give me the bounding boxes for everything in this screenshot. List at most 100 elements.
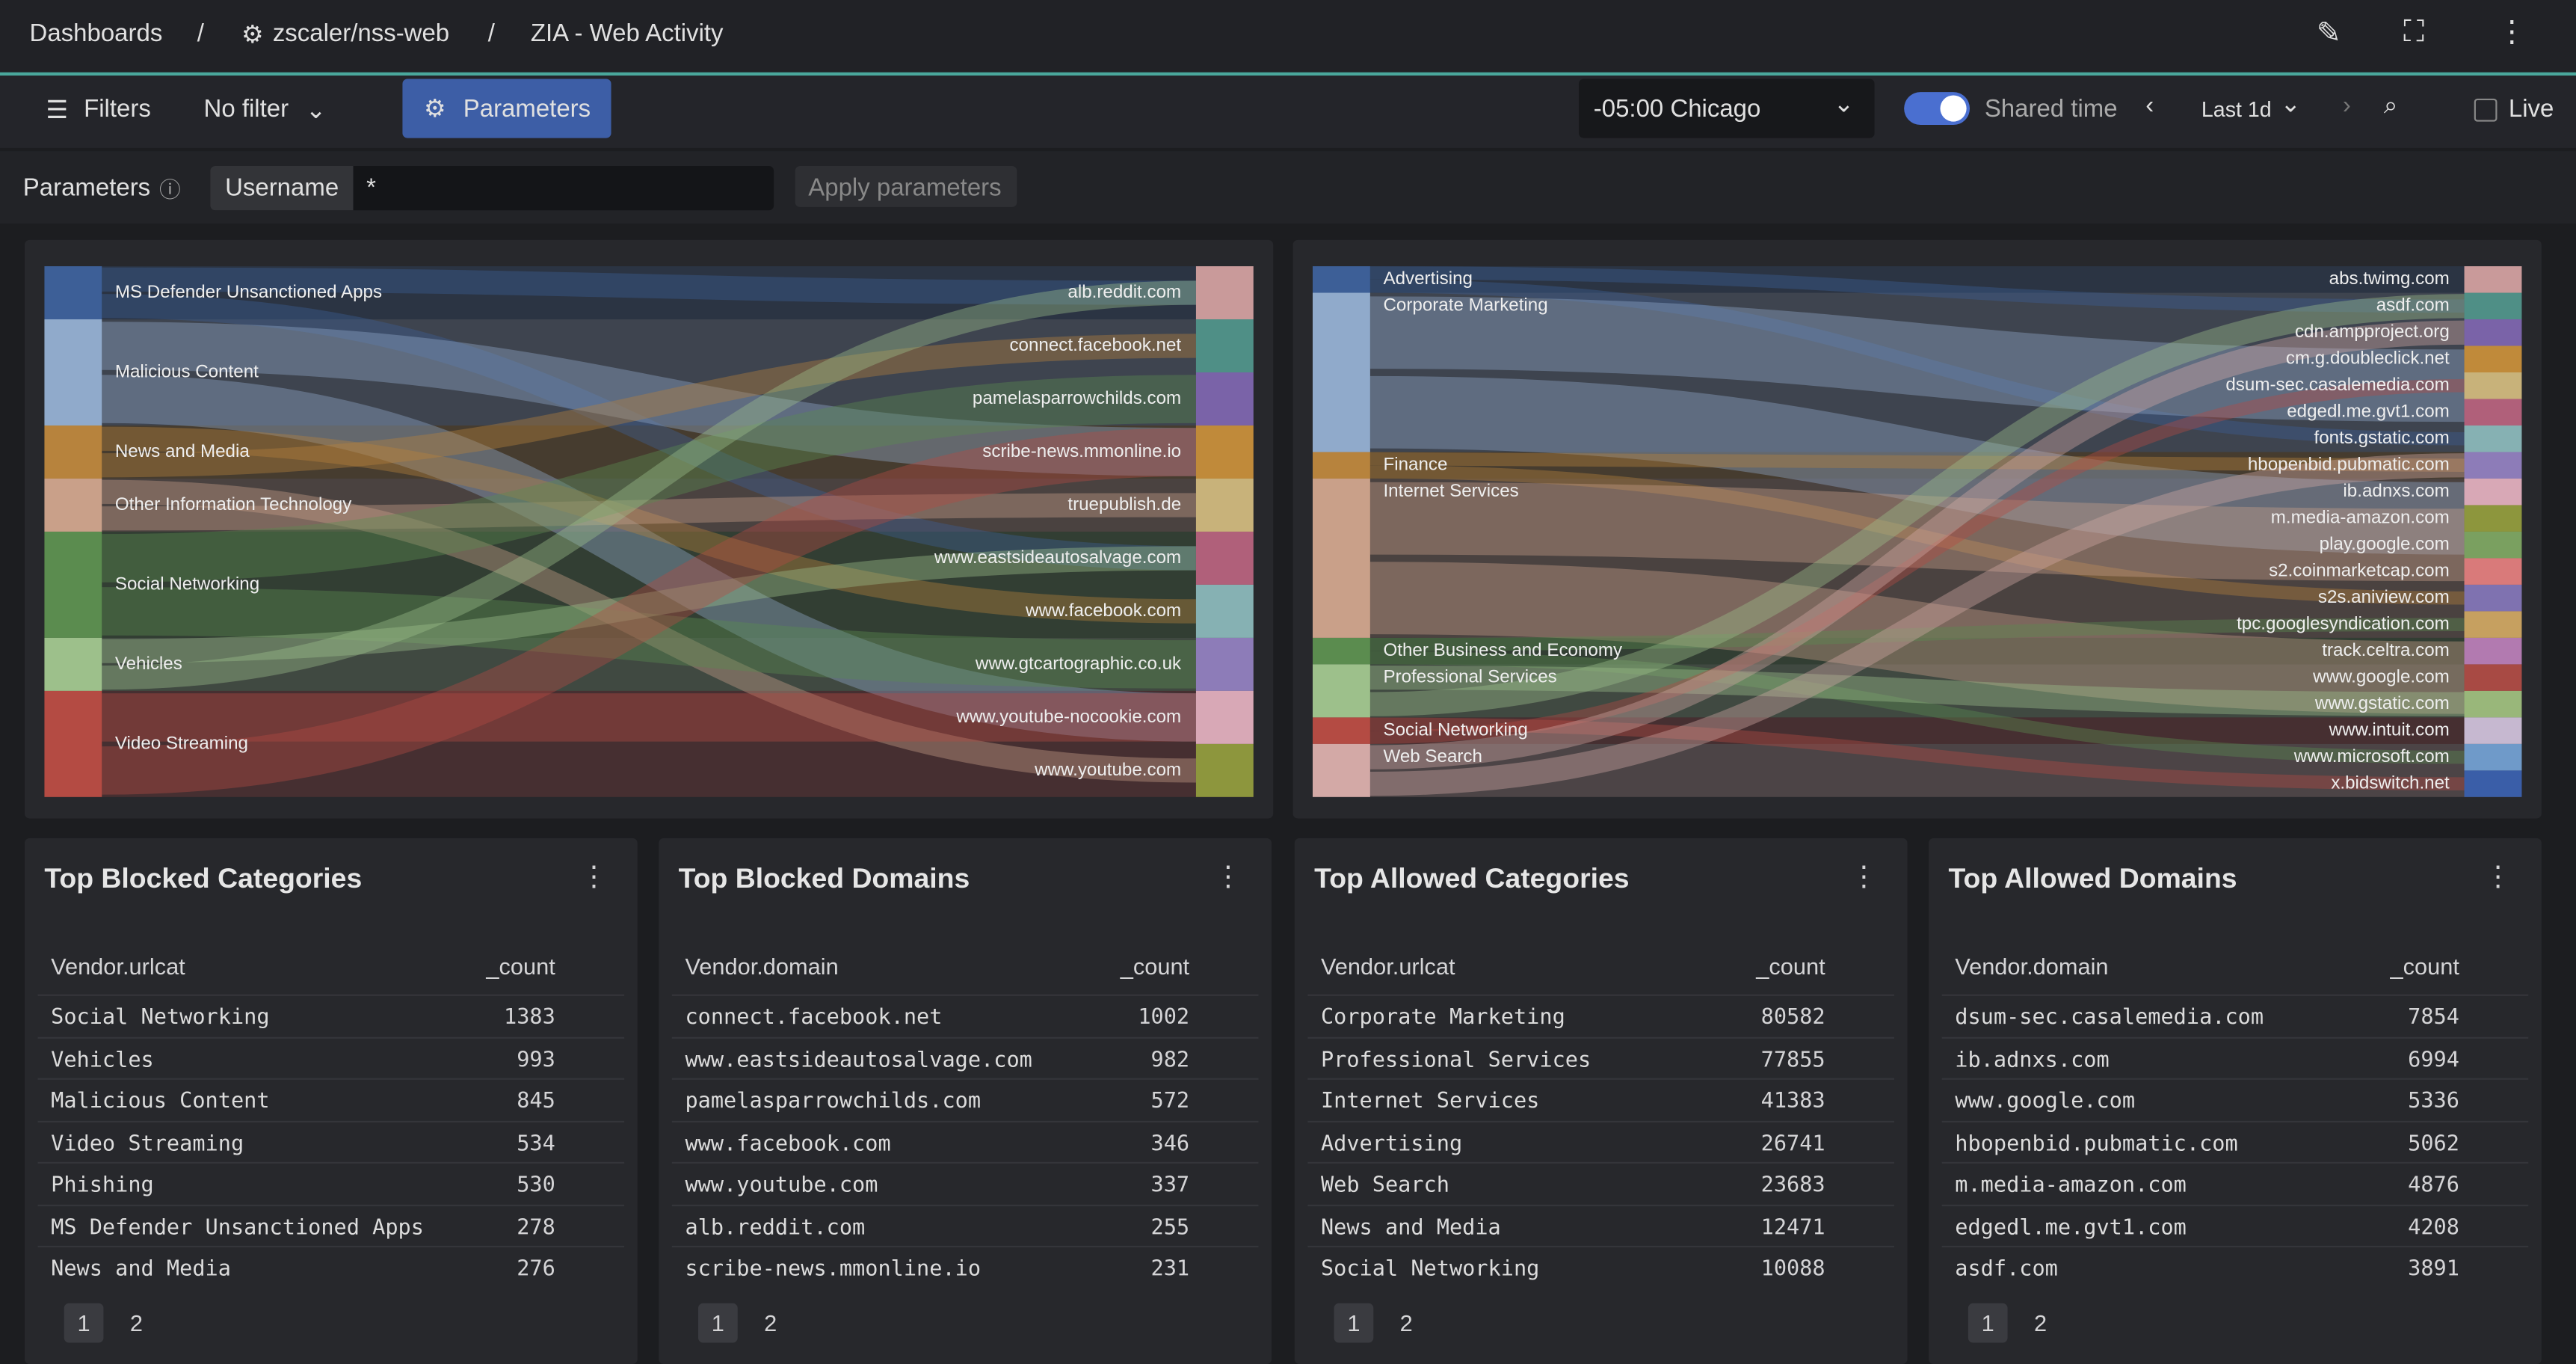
fullscreen-icon[interactable]: ⛶	[2403, 14, 2424, 48]
flow	[1369, 717, 2465, 790]
filters-button[interactable]: Filters	[84, 95, 151, 123]
target-label: pamelasparrowchilds.com	[973, 388, 1181, 408]
crumb[interactable]: zscaler/nss-web	[272, 19, 450, 48]
row-divider	[37, 994, 625, 996]
table-panel: Top Blocked Categories ⋮ Vendor.urlcat _cou…	[24, 838, 638, 1364]
page-button[interactable]: 2	[1399, 1309, 1413, 1336]
page-button[interactable]: 1	[698, 1303, 738, 1343]
target-label: www.gstatic.com	[2314, 693, 2450, 713]
filter-select[interactable]: No filter	[203, 95, 289, 123]
row-count: 572	[1150, 1090, 1190, 1115]
target-node	[1195, 372, 1254, 426]
page-button[interactable]: 2	[764, 1309, 777, 1336]
row-link[interactable]: Social Networking	[1320, 1257, 1540, 1282]
band	[1312, 478, 2522, 638]
username-input[interactable]: Username *	[210, 165, 774, 211]
page-button[interactable]: 2	[129, 1309, 143, 1336]
target-node	[2464, 770, 2522, 797]
crumb[interactable]: Dashboards	[29, 19, 163, 48]
row-link[interactable]: Web Search	[1320, 1173, 1449, 1199]
target-node	[2464, 425, 2522, 452]
row-link[interactable]: scribe-news.mmonline.io	[685, 1257, 982, 1282]
row-link[interactable]: edgedl.me.gvt1.com	[1955, 1215, 2187, 1241]
range-select[interactable]: Last 1d	[2201, 96, 2272, 122]
row-link[interactable]: Social Networking	[51, 1005, 270, 1030]
row-link[interactable]: asdf.com	[1955, 1257, 2058, 1282]
source-node	[44, 690, 102, 797]
source-label: News and Media	[115, 441, 250, 461]
source-label: Corporate Marketing	[1383, 295, 1547, 315]
flow	[1369, 452, 2465, 473]
page-button[interactable]: 2	[2033, 1309, 2047, 1336]
timezone-select[interactable]: -05:00 Chicago ⌄	[1578, 79, 1875, 138]
row-link[interactable]: hbopenbid.pubmatic.com	[1955, 1131, 2238, 1157]
target-node	[2464, 266, 2522, 293]
row-link[interactable]: alb.reddit.com	[685, 1215, 866, 1241]
row-count: 4876	[2408, 1173, 2459, 1199]
apply-button[interactable]: Apply parameters	[795, 165, 1017, 207]
row-link[interactable]: Malicious Content	[51, 1090, 270, 1115]
page-button[interactable]: 1	[1968, 1303, 2008, 1343]
target-label: cm.g.doubleclick.net	[2286, 348, 2450, 369]
next-button[interactable]: ›	[2342, 92, 2351, 120]
row-count: 4208	[2408, 1215, 2459, 1241]
zoom-button[interactable]: ⌕	[2383, 92, 2398, 120]
row-link[interactable]: m.media-amazon.com	[1955, 1173, 2187, 1199]
flow	[102, 428, 1196, 795]
prev-button[interactable]: ‹	[2145, 92, 2154, 120]
flow	[1369, 618, 2465, 651]
table-panel: Top Blocked Domains ⋮ Vendor.domain _count c…	[659, 838, 1272, 1364]
row-link[interactable]: connect.facebook.net	[685, 1005, 943, 1030]
live-checkbox[interactable]	[2474, 98, 2498, 122]
panel-menu[interactable]: ⋮	[2483, 861, 2512, 893]
source-node	[44, 637, 102, 691]
row-link[interactable]: News and Media	[51, 1257, 231, 1282]
row-count: 530	[517, 1173, 555, 1199]
band	[44, 425, 1254, 479]
flow	[102, 587, 1196, 689]
source-label: MS Defender Unsanctioned Apps	[115, 282, 382, 302]
source-node	[1312, 292, 1370, 452]
row-link[interactable]: dsum-sec.casalemedia.com	[1955, 1005, 2264, 1030]
row-link[interactable]: www.eastsideautosalvage.com	[685, 1048, 1032, 1072]
target-label: www.youtube-nocookie.com	[955, 707, 1181, 727]
page-button[interactable]: 1	[1334, 1303, 1374, 1343]
row-link[interactable]: Professional Services	[1320, 1048, 1591, 1072]
row-link[interactable]: Advertising	[1320, 1131, 1463, 1157]
source-label: Vehicles	[115, 654, 182, 674]
band	[1312, 637, 2522, 665]
row-link[interactable]: ib.adnxs.com	[1955, 1048, 2110, 1072]
row-link[interactable]: www.facebook.com	[685, 1131, 891, 1157]
target-node	[1195, 531, 1254, 585]
row-divider	[1307, 994, 1894, 996]
row-link[interactable]: pamelasparrowchilds.com	[685, 1090, 982, 1115]
target-node	[2464, 319, 2522, 346]
row-link[interactable]: www.youtube.com	[685, 1173, 878, 1199]
field-value: *	[366, 173, 376, 203]
row-link[interactable]: Vehicles	[51, 1048, 154, 1072]
row-divider	[37, 1036, 625, 1038]
icon: ⚙	[241, 21, 264, 49]
menu-icon[interactable]: ⋮	[2497, 14, 2527, 48]
target-node	[1195, 690, 1254, 744]
source-label: Social Networking	[1383, 719, 1527, 740]
panel-menu[interactable]: ⋮	[579, 861, 608, 893]
row-link[interactable]: Internet Services	[1320, 1090, 1540, 1115]
row-link[interactable]: Phishing	[51, 1173, 154, 1199]
filters-icon: ☰	[46, 96, 69, 126]
row-link[interactable]: News and Media	[1320, 1215, 1501, 1241]
page-button[interactable]: 1	[64, 1303, 104, 1343]
target-node	[2464, 558, 2522, 585]
row-link[interactable]: Video Streaming	[51, 1131, 244, 1157]
row-link[interactable]: MS Defender Unsanctioned Apps	[51, 1215, 424, 1241]
shared-time-toggle[interactable]	[1904, 92, 1970, 126]
row-link[interactable]: Corporate Marketing	[1320, 1005, 1565, 1030]
row-link[interactable]: www.google.com	[1955, 1090, 2136, 1115]
target-node	[2464, 717, 2522, 744]
edit-icon[interactable]: ✎	[2316, 16, 2341, 49]
panel-menu[interactable]: ⋮	[1214, 861, 1242, 893]
panel-menu[interactable]: ⋮	[1849, 861, 1878, 893]
parameters-button[interactable]: ⚙ Parameters	[402, 79, 611, 138]
table-panel: Top Allowed Categories ⋮ Vendor.urlcat _cou…	[1294, 838, 1908, 1364]
target-label: hbopenbid.pubmatic.com	[2248, 455, 2450, 475]
